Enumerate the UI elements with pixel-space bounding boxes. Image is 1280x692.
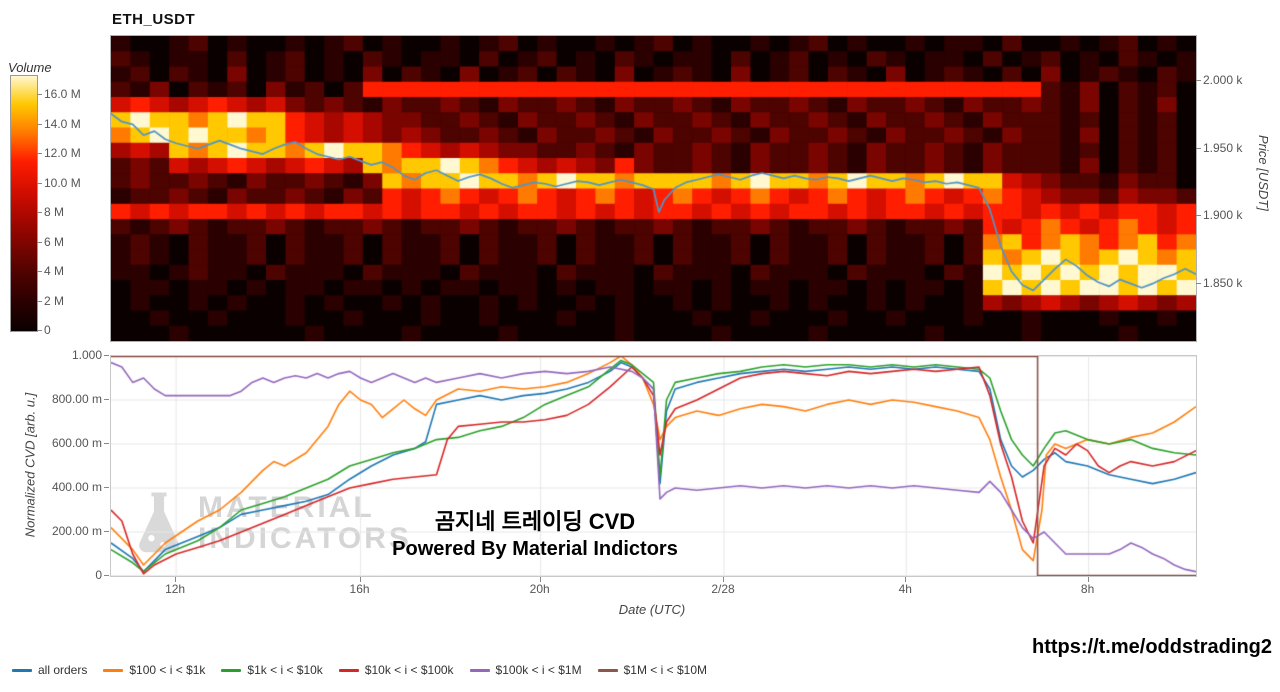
- volume-colorbar-label: Volume: [8, 60, 52, 75]
- colorbar-tick-label: 0: [44, 323, 51, 337]
- colorbar-tick-label: 14.0 M: [44, 116, 81, 131]
- colorbar-tick: [37, 330, 42, 331]
- date-axis-label: Date (UTC): [618, 602, 686, 617]
- chart-title: ETH_USDT: [112, 11, 196, 28]
- legend-swatch: [469, 668, 490, 672]
- legend-item: $1M < i < $10M: [597, 663, 707, 677]
- legend-swatch: [221, 668, 242, 672]
- price-tick-label: 1.950 k: [1203, 140, 1243, 155]
- colorbar-tick-label: 4 M: [44, 264, 65, 279]
- legend-item: all orders: [12, 663, 87, 677]
- legend-label: $1k < i < $10k: [247, 663, 323, 677]
- cvd-xtick: [1087, 577, 1089, 582]
- cvd-ytick-label: 1.000: [71, 348, 102, 362]
- overlay-title-korean: 곰지네 트레이딩 CVD: [434, 509, 636, 534]
- cvd-ytick: [104, 531, 109, 532]
- legend: all orders $100 < i < $1k $1k < i < $10k $1…: [12, 663, 707, 677]
- cvd-ytick-label: 200.00 m: [51, 524, 102, 538]
- legend-label: $100k < i < $1M: [495, 663, 582, 677]
- colorbar-tick: [37, 241, 42, 243]
- cvd-axis-label: Normalized CVD [arb. u.]: [22, 392, 38, 538]
- cvd-ytick: [104, 487, 109, 488]
- legend-swatch: [338, 668, 359, 672]
- legend-label: $10k < i < $100k: [364, 663, 454, 677]
- legend-swatch: [12, 668, 32, 672]
- cvd-ytick-label: 600.00 m: [51, 436, 102, 450]
- colorbar-tick: [37, 123, 42, 125]
- telegram-url: https://t.me/oddstrading2: [1032, 636, 1272, 658]
- cvd-xtick-label: 4h: [898, 582, 912, 596]
- legend-label: all orders: [38, 663, 88, 677]
- cvd-ytick-label: 800.00 m: [51, 392, 102, 406]
- legend-label: $1M < i < $10M: [623, 663, 707, 677]
- cvd-ytick: [104, 443, 109, 444]
- cvd-xtick: [723, 577, 725, 582]
- colorbar-tick: [37, 300, 42, 302]
- cvd-ytick-label: 0: [95, 568, 102, 582]
- colorbar-tick: [37, 153, 42, 155]
- price-tick: [1196, 282, 1201, 284]
- cvd-ytick: [104, 575, 109, 576]
- cvd-xtick: [359, 577, 361, 582]
- volume-colorbar: [10, 75, 38, 332]
- legend-swatch: [597, 668, 618, 672]
- colorbar-tick-label: 16.0 M: [44, 87, 81, 102]
- cvd-xtick-label: 8h: [1080, 582, 1095, 596]
- price-tick: [1196, 147, 1201, 149]
- colorbar-tick: [37, 94, 42, 96]
- price-tick-label: 2.000 k: [1203, 73, 1243, 88]
- legend-item: $100 < i < $1k: [103, 663, 205, 677]
- price-tick: [1196, 215, 1201, 217]
- colorbar-tick-label: 12.0 M: [44, 146, 81, 161]
- cvd-xtick-label: 20h: [529, 582, 550, 596]
- price-axis-label: Price [USDT]: [1256, 135, 1271, 211]
- price-tick-label: 1.900 k: [1203, 208, 1243, 223]
- cvd-ytick: [104, 399, 109, 400]
- cvd-xtick: [175, 577, 177, 582]
- cvd-xtick-label: 16h: [349, 582, 370, 596]
- legend-label: $100 < i < $1k: [129, 663, 206, 677]
- price-tick-label: 1.850 k: [1203, 275, 1243, 290]
- cvd-xtick-label: 12h: [165, 582, 186, 596]
- cvd-xtick: [539, 577, 541, 582]
- colorbar-tick: [37, 182, 42, 184]
- legend-swatch: [103, 668, 124, 672]
- volume-heatmap-canvas: [110, 35, 1197, 342]
- colorbar-tick-label: 8 M: [44, 205, 65, 220]
- cvd-xtick-label: 2/28: [711, 582, 735, 596]
- cvd-chart-canvas: [110, 355, 1197, 577]
- cvd-ytick-label: 400.00 m: [51, 480, 102, 494]
- overlay-powered-by: Powered By Material Indictors: [392, 538, 678, 560]
- price-tick: [1196, 80, 1201, 82]
- legend-item: $100k < i < $1M: [469, 663, 582, 677]
- cvd-xtick: [905, 577, 907, 582]
- colorbar-tick-label: 2 M: [44, 293, 65, 308]
- colorbar-tick: [37, 271, 42, 273]
- colorbar-tick-label: 6 M: [44, 234, 65, 249]
- colorbar-tick: [37, 212, 42, 214]
- colorbar-tick-label: 10.0 M: [44, 175, 81, 190]
- cvd-ytick: [104, 355, 109, 356]
- legend-item: $1k < i < $10k: [221, 663, 323, 677]
- legend-item: $10k < i < $100k: [338, 663, 454, 677]
